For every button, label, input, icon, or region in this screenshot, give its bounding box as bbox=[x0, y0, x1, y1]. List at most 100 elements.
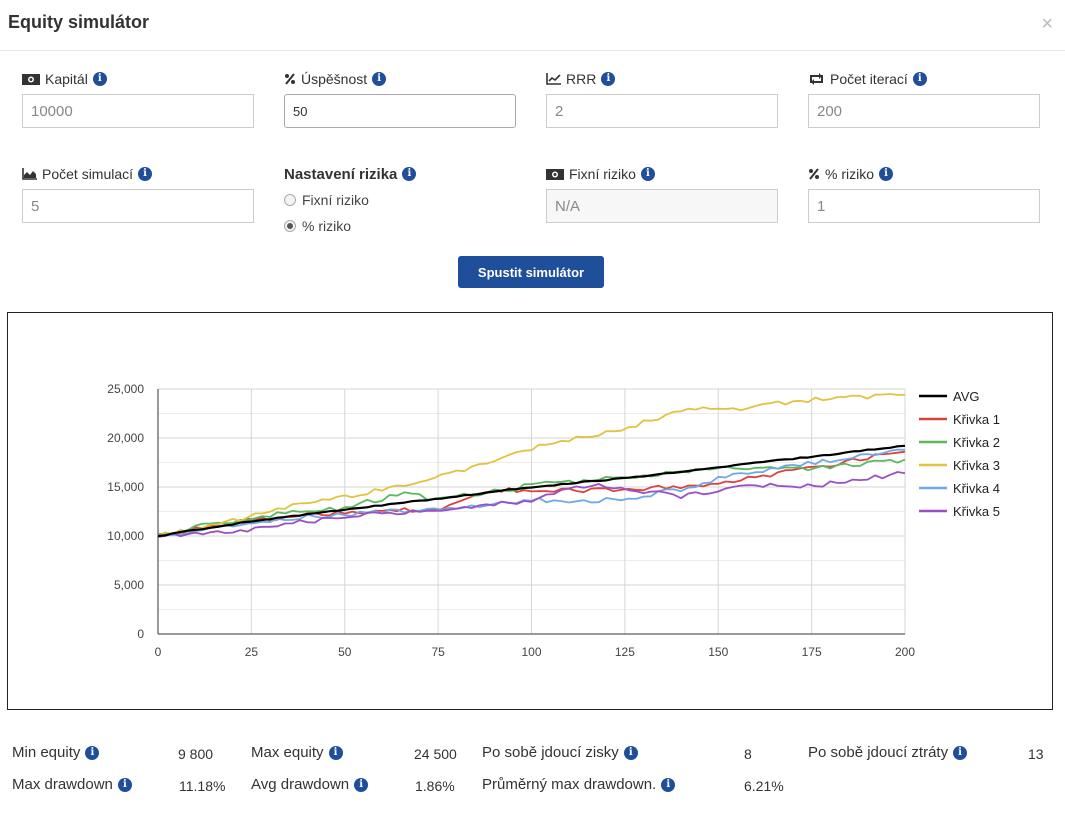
info-icon[interactable]: i bbox=[640, 167, 655, 181]
fixni-riziko-input[interactable]: N/A bbox=[546, 189, 778, 223]
info-icon[interactable]: i bbox=[623, 745, 638, 760]
pocet-simulaci-field: Počet simulací i 5 bbox=[22, 165, 254, 223]
stat-label: Max drawdown bbox=[12, 776, 113, 793]
stat-value: 6.21% bbox=[744, 778, 784, 794]
radio-procento-riziko[interactable]: % riziko bbox=[284, 217, 516, 235]
legend-label: Křivka 3 bbox=[953, 458, 1000, 473]
chart-container: 0 5,000 10,000 15,000 20,000 25,000 0 25 50 75 100… bbox=[7, 312, 1053, 710]
series-line bbox=[157, 393, 905, 537]
rrr-label: RRR bbox=[566, 71, 597, 87]
fixni-riziko-label: Fixní riziko bbox=[569, 166, 636, 182]
info-icon[interactable]: i bbox=[85, 745, 100, 760]
y-tick-label: 5,000 bbox=[114, 578, 144, 592]
legend-label: Křivka 2 bbox=[953, 435, 1000, 450]
stat-value: 24 500 bbox=[414, 746, 457, 762]
legend-label: AVG bbox=[953, 389, 980, 404]
pocet-iteraci-field: Počet iterací i 200 bbox=[808, 70, 1040, 128]
stat-value: 11.18% bbox=[179, 778, 226, 794]
percent-icon bbox=[284, 73, 296, 85]
money-icon bbox=[22, 73, 40, 85]
legend-label: Křivka 4 bbox=[953, 481, 1000, 496]
info-icon[interactable]: i bbox=[117, 777, 132, 792]
pocet-iteraci-input[interactable]: 200 bbox=[808, 94, 1040, 128]
stat-min-equity: Min equity i bbox=[12, 744, 100, 761]
pocet-iteraci-label: Počet iterací bbox=[830, 71, 908, 87]
y-tick-label: 20,000 bbox=[107, 431, 144, 445]
x-tick-label: 150 bbox=[708, 645, 728, 659]
info-icon[interactable]: i bbox=[953, 745, 968, 760]
info-icon[interactable]: i bbox=[402, 167, 417, 181]
uspesnost-label: Úspěšnost bbox=[301, 71, 368, 87]
run-simulator-button[interactable]: Spustit simulátor bbox=[458, 256, 604, 288]
kapital-label: Kapitál bbox=[45, 71, 88, 87]
stat-label: Min equity bbox=[12, 744, 81, 761]
pocet-simulaci-label: Počet simulací bbox=[42, 166, 134, 182]
stat-max-equity: Max equity i bbox=[251, 744, 343, 761]
stat-po-sobe-zisky: Po sobě jdoucí zisky i bbox=[482, 744, 638, 761]
stat-label: Avg drawdown bbox=[251, 776, 350, 793]
retweet-icon bbox=[808, 73, 825, 85]
x-tick-label: 200 bbox=[895, 645, 915, 659]
y-tick-label: 25,000 bbox=[107, 382, 144, 396]
stat-prumerny-max-drawdown: Průměrný max drawdown. i bbox=[482, 776, 676, 793]
info-icon[interactable]: i bbox=[328, 745, 343, 760]
info-icon[interactable]: i bbox=[354, 777, 369, 792]
uspesnost-input[interactable]: 50 bbox=[284, 94, 516, 128]
kapital-input[interactable]: 10000 bbox=[22, 94, 254, 128]
x-tick-label: 100 bbox=[521, 645, 541, 659]
radio-button-checked[interactable] bbox=[284, 220, 296, 232]
info-icon[interactable]: i bbox=[661, 777, 676, 792]
radio-label: % riziko bbox=[302, 218, 352, 234]
procento-riziko-input[interactable]: 1 bbox=[808, 189, 1040, 223]
kapital-field: Kapitál i 10000 bbox=[22, 70, 254, 128]
pocet-simulaci-input[interactable]: 5 bbox=[22, 189, 254, 223]
series-line bbox=[157, 471, 906, 538]
stat-label: Po sobě jdoucí zisky bbox=[482, 744, 619, 761]
fixni-riziko-field: Fixní riziko i N/A bbox=[546, 165, 778, 223]
line-chart-icon bbox=[546, 73, 561, 85]
stat-label: Max equity bbox=[251, 744, 324, 761]
stat-value: 13 bbox=[1028, 746, 1044, 762]
info-icon[interactable]: i bbox=[879, 167, 894, 181]
risk-settings-heading: Nastavení rizika bbox=[284, 165, 398, 183]
stat-value: 8 bbox=[744, 746, 752, 762]
info-icon[interactable]: i bbox=[601, 72, 616, 86]
x-tick-label: 0 bbox=[155, 645, 162, 659]
stat-avg-drawdown: Avg drawdown i bbox=[251, 776, 369, 793]
percent-icon bbox=[808, 168, 820, 180]
radio-button[interactable] bbox=[284, 194, 296, 206]
x-tick-label: 50 bbox=[338, 645, 352, 659]
stat-value: 9 800 bbox=[178, 746, 214, 762]
rrr-field: RRR i 2 bbox=[546, 70, 778, 128]
equity-chart: 0 5,000 10,000 15,000 20,000 25,000 0 25 50 75 100… bbox=[107, 382, 1000, 659]
modal-title: Equity simulátor bbox=[8, 12, 150, 32]
legend-label: Křivka 5 bbox=[953, 504, 1000, 519]
money-icon bbox=[546, 168, 564, 180]
y-tick-label: 15,000 bbox=[107, 480, 144, 494]
y-tick-label: 0 bbox=[137, 627, 144, 641]
radio-label: Fixní riziko bbox=[302, 192, 369, 208]
radio-fixni-riziko[interactable]: Fixní riziko bbox=[284, 191, 516, 209]
rrr-input[interactable]: 2 bbox=[546, 94, 778, 128]
stat-po-sobe-ztraty: Po sobě jdoucí ztráty i bbox=[808, 744, 968, 761]
x-tick-label: 25 bbox=[245, 645, 259, 659]
uspesnost-field: Úspěšnost i 50 bbox=[284, 70, 516, 128]
procento-riziko-field: % riziko i 1 bbox=[808, 165, 1040, 223]
x-tick-label: 125 bbox=[615, 645, 635, 659]
info-icon[interactable]: i bbox=[92, 72, 107, 86]
stat-max-drawdown: Max drawdown i bbox=[12, 776, 132, 793]
y-tick-label: 10,000 bbox=[107, 529, 144, 543]
x-tick-label: 175 bbox=[802, 645, 822, 659]
series-line bbox=[157, 444, 906, 538]
info-icon[interactable]: i bbox=[138, 167, 153, 181]
risk-settings: Nastavení rizika i Fixní riziko % riziko bbox=[284, 165, 516, 235]
close-icon[interactable]: × bbox=[1041, 13, 1053, 35]
header-divider bbox=[0, 50, 1065, 51]
info-icon[interactable]: i bbox=[912, 72, 927, 86]
info-icon[interactable]: i bbox=[372, 72, 387, 86]
legend-label: Křivka 1 bbox=[953, 412, 1000, 427]
stat-value: 1.86% bbox=[415, 778, 455, 794]
stat-label: Průměrný max drawdown. bbox=[482, 776, 657, 793]
procento-riziko-label: % riziko bbox=[825, 166, 875, 182]
area-chart-icon bbox=[22, 168, 37, 180]
